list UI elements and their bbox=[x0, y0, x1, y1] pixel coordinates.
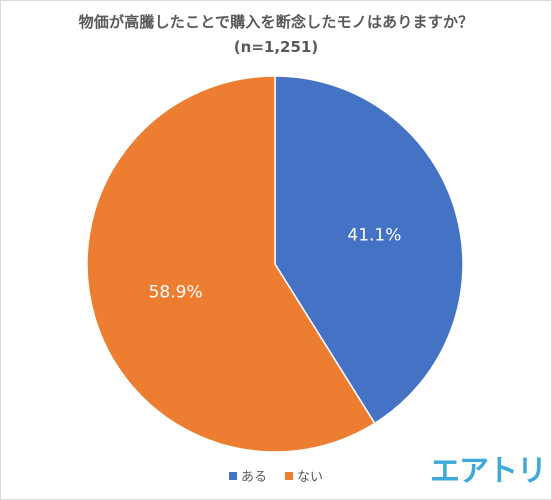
slice-label-nai: 58.9% bbox=[149, 283, 203, 303]
chart-title: 物価が高騰したことで購入を断念したモノはありますか？ bbox=[78, 13, 474, 31]
slice-aru bbox=[274, 75, 464, 425]
legend-item-aru: ある bbox=[228, 466, 267, 485]
legend: ある ない bbox=[0, 466, 552, 485]
legend-item-nai: ない bbox=[285, 466, 323, 485]
chart-subtitle: (n=1,251) bbox=[233, 38, 319, 56]
airtrip-logo: エアトリ bbox=[430, 454, 547, 489]
slice-label-aru: 41.1% bbox=[347, 225, 401, 245]
slice-nai bbox=[86, 75, 376, 453]
legend-swatch-nai bbox=[285, 471, 293, 480]
legend-label-aru: ある bbox=[240, 470, 267, 485]
legend-label-nai: ない bbox=[297, 470, 324, 485]
legend-swatch-aru bbox=[228, 471, 237, 480]
